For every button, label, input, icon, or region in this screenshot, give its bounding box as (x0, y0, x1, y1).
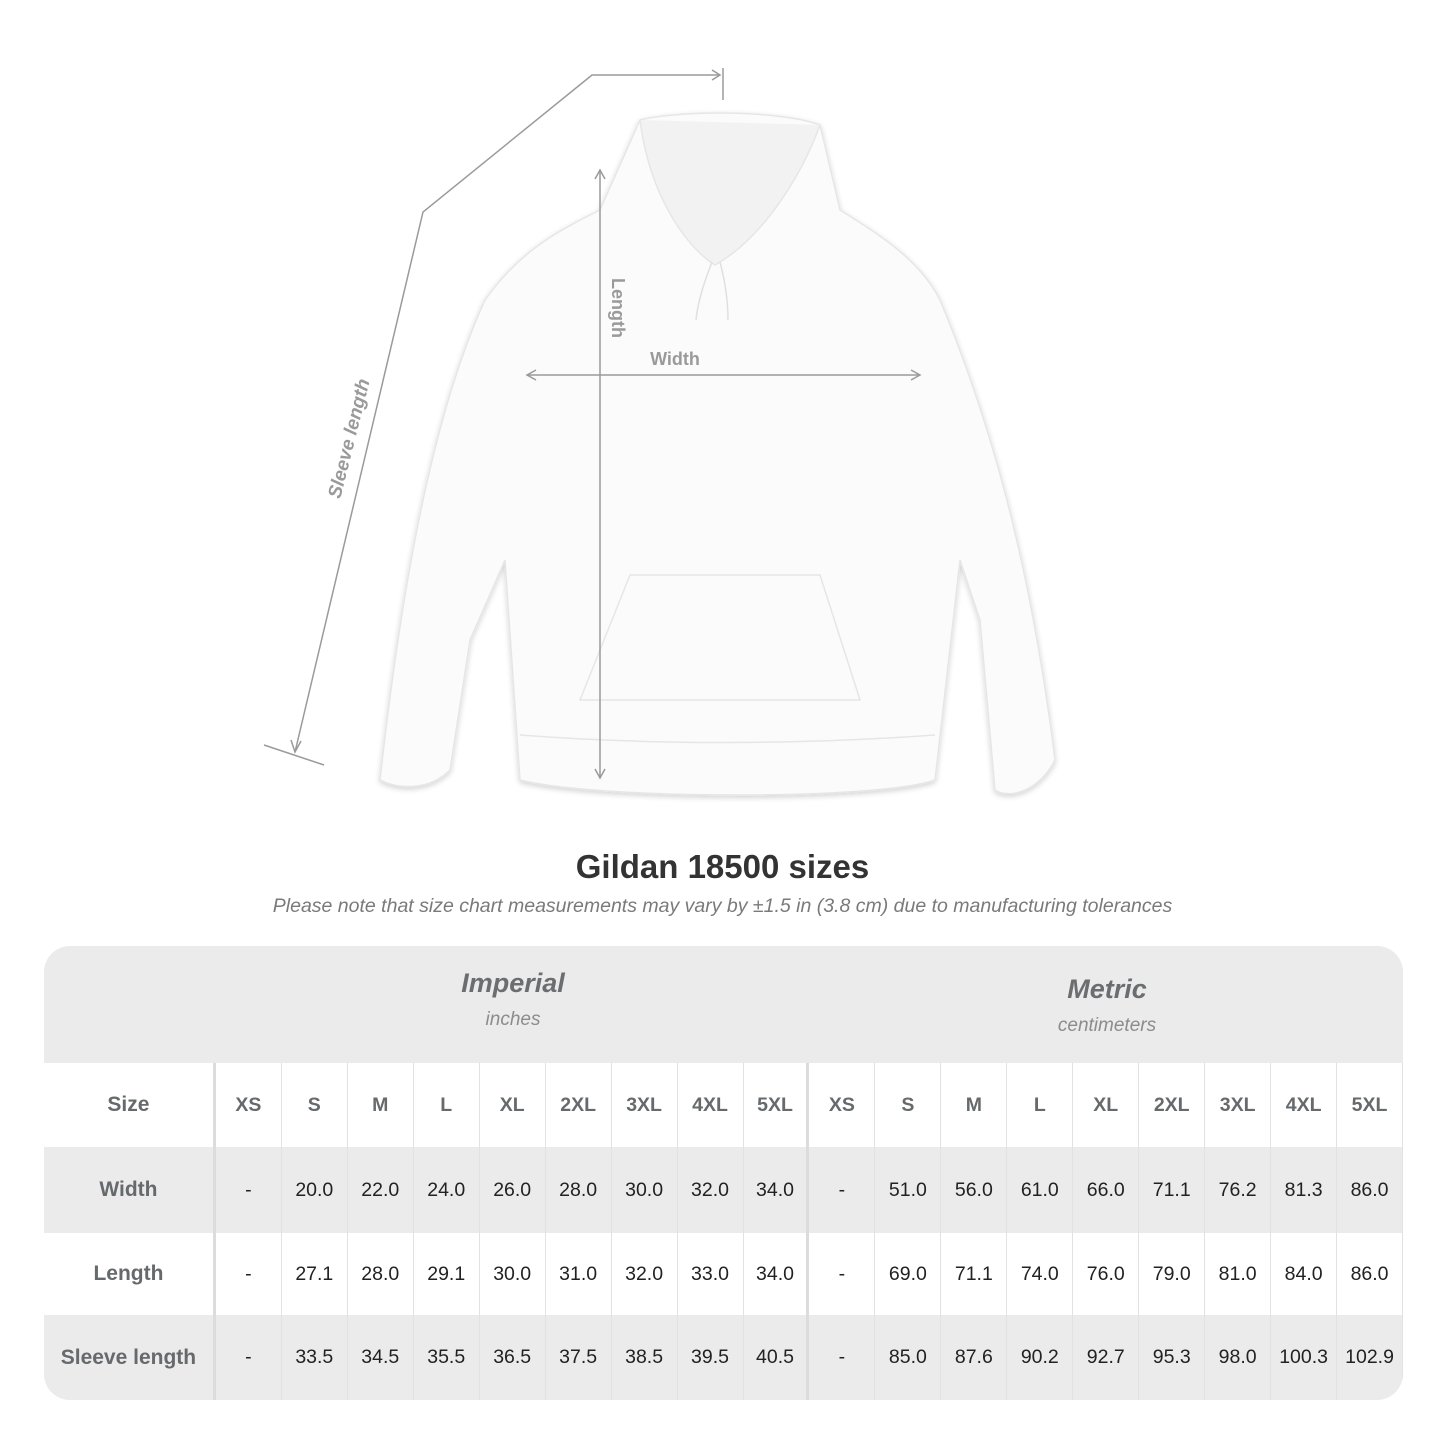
metric-value: 90.2 (1007, 1315, 1074, 1400)
imperial-value: 30.0 (480, 1233, 546, 1315)
size-header-cell: XS (809, 1063, 876, 1147)
sleeve-length-label: Sleeve length (325, 377, 375, 501)
metric-value: 79.0 (1139, 1233, 1206, 1315)
size-table: Imperial inches Metric centimeters Size X… (44, 946, 1403, 1400)
metric-value: 71.1 (941, 1233, 1008, 1315)
group-name: Imperial (461, 968, 565, 998)
imperial-value: 38.5 (612, 1315, 678, 1400)
size-header-cell: XL (1073, 1063, 1140, 1147)
imperial-value: 24.0 (414, 1147, 480, 1233)
size-header-row: Size XS S M L XL 2XL 3XL 4XL 5XL XS S M L XL 2XL 3XL 4XL 5… (44, 1063, 1403, 1147)
table-row: Length -27.1 28.0 29.1 30.0 31.0 32.0 33.0 34.0-… (44, 1233, 1403, 1315)
group-imperial: Imperial inches (216, 968, 810, 1031)
metric-value: 84.0 (1271, 1233, 1338, 1315)
imperial-value: 34.0 (744, 1147, 810, 1233)
imperial-value: 29.1 (414, 1233, 480, 1315)
imperial-value: - (216, 1147, 282, 1233)
imperial-value: 34.0 (744, 1233, 810, 1315)
tolerance-note: Please note that size chart measurements… (272, 895, 1173, 917)
imperial-value: 30.0 (612, 1147, 678, 1233)
imperial-value: 32.0 (678, 1147, 744, 1233)
metric-value: 86.0 (1337, 1147, 1403, 1233)
measurement-lines (263, 68, 922, 780)
unit-group-header: Imperial inches Metric centimeters (44, 946, 1403, 1063)
metric-value: 51.0 (875, 1147, 942, 1233)
size-header-cell: 5XL (1337, 1063, 1403, 1147)
metric-value: - (809, 1147, 876, 1233)
metric-value: - (809, 1233, 876, 1315)
metric-value: 69.0 (875, 1233, 942, 1315)
metric-value: 95.3 (1139, 1315, 1206, 1400)
metric-value: 76.0 (1073, 1233, 1140, 1315)
imperial-value: 33.0 (678, 1233, 744, 1315)
metric-value: 81.0 (1205, 1233, 1272, 1315)
imperial-value: 28.0 (348, 1233, 414, 1315)
size-header-cell: XS (216, 1063, 282, 1147)
row-label: Length (44, 1233, 216, 1315)
size-header-cell: L (1007, 1063, 1074, 1147)
imperial-value: 20.0 (282, 1147, 348, 1233)
size-header-cell: S (282, 1063, 348, 1147)
size-header-cell: XL (480, 1063, 546, 1147)
metric-value: 85.0 (875, 1315, 942, 1400)
metric-value: 74.0 (1007, 1233, 1074, 1315)
metric-value: 66.0 (1073, 1147, 1140, 1233)
group-metric: Metric centimeters (810, 974, 1403, 1037)
imperial-value: 33.5 (282, 1315, 348, 1400)
size-header-cell: S (875, 1063, 942, 1147)
row-label: Width (44, 1147, 216, 1233)
imperial-value: 39.5 (678, 1315, 744, 1400)
metric-value: 76.2 (1205, 1147, 1272, 1233)
metric-value: 56.0 (941, 1147, 1008, 1233)
width-label: Width (650, 349, 700, 369)
imperial-value: 35.5 (414, 1315, 480, 1400)
table-row: Width -20.0 22.0 24.0 26.0 28.0 30.0 32.0 34.0-5… (44, 1147, 1403, 1233)
imperial-value: 31.0 (546, 1233, 612, 1315)
size-header-cell: 3XL (1205, 1063, 1272, 1147)
metric-value: 71.1 (1139, 1147, 1206, 1233)
imperial-value: 27.1 (282, 1233, 348, 1315)
size-header-cell: 4XL (1271, 1063, 1338, 1147)
size-header-cell: M (348, 1063, 414, 1147)
imperial-value: 36.5 (480, 1315, 546, 1400)
size-header-label: Size (44, 1063, 216, 1147)
hoodie-image (379, 112, 1056, 796)
metric-value: 98.0 (1205, 1315, 1272, 1400)
imperial-value: 32.0 (612, 1233, 678, 1315)
metric-value: 61.0 (1007, 1147, 1074, 1233)
imperial-value: 26.0 (480, 1147, 546, 1233)
size-header-cell: M (941, 1063, 1008, 1147)
imperial-value: - (216, 1233, 282, 1315)
metric-value: - (809, 1315, 876, 1400)
metric-value: 81.3 (1271, 1147, 1338, 1233)
size-header-cell: 5XL (744, 1063, 810, 1147)
size-header-cell: 3XL (612, 1063, 678, 1147)
table-row: Sleeve length -33.5 34.5 35.5 36.5 37.5 38.5 39… (44, 1315, 1403, 1400)
hoodie-measurement-diagram: Length Width Sleeve length (263, 68, 1056, 796)
size-header-cell: 4XL (678, 1063, 744, 1147)
group-unit: inches (485, 1009, 541, 1030)
page-title: Gildan 18500 sizes (575, 848, 870, 885)
size-header-cell: L (414, 1063, 480, 1147)
metric-value: 100.3 (1271, 1315, 1338, 1400)
length-label: Length (608, 278, 628, 338)
row-label: Sleeve length (44, 1315, 216, 1400)
imperial-value: 34.5 (348, 1315, 414, 1400)
imperial-value: 37.5 (546, 1315, 612, 1400)
imperial-value: 22.0 (348, 1147, 414, 1233)
metric-value: 87.6 (941, 1315, 1008, 1400)
imperial-value: 28.0 (546, 1147, 612, 1233)
metric-value: 86.0 (1337, 1233, 1403, 1315)
size-header-cell: 2XL (1139, 1063, 1206, 1147)
size-header-cell: 2XL (546, 1063, 612, 1147)
metric-value: 92.7 (1073, 1315, 1140, 1400)
group-name: Metric (1067, 974, 1147, 1004)
imperial-value: - (216, 1315, 282, 1400)
metric-value: 102.9 (1337, 1315, 1403, 1400)
group-unit: centimeters (1057, 1015, 1157, 1036)
imperial-value: 40.5 (744, 1315, 810, 1400)
